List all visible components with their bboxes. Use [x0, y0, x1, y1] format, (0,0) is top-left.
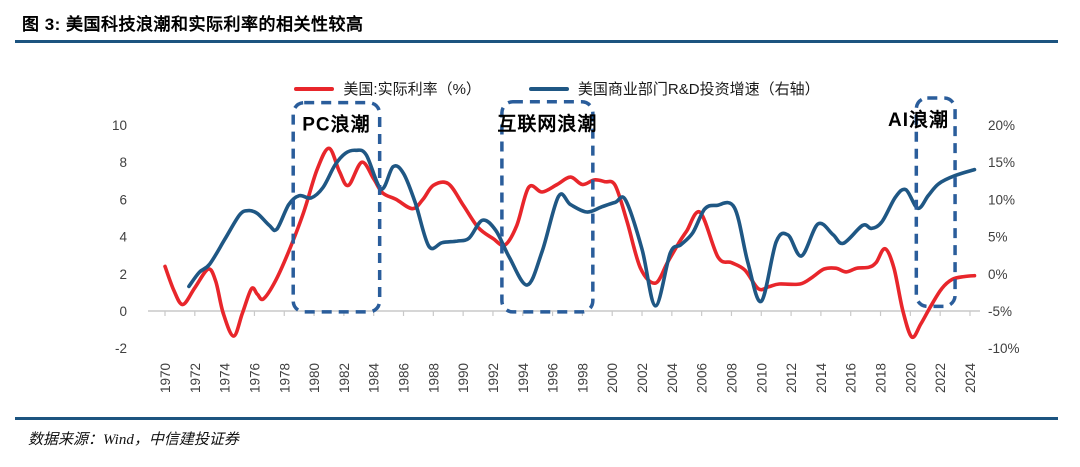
legend-label: 美国:实际利率（%）: [343, 81, 481, 98]
series-line-rd-growth: [187, 148, 977, 308]
left-axis-tick-label: 2: [119, 267, 127, 282]
annotation-label-2: AI浪潮: [888, 108, 949, 131]
right-axis-tick-label: 5%: [988, 230, 1008, 245]
x-tick-label: 1994: [516, 363, 531, 394]
annotation-label-0: PC浪潮: [302, 113, 370, 136]
annotation-box-1: [500, 100, 595, 314]
left-axis-tick-label: 4: [119, 230, 127, 245]
left-axis-tick-label: 10: [112, 118, 127, 133]
left-axis-tick-label: 8: [119, 155, 127, 170]
x-tick-label: 2022: [933, 363, 948, 393]
x-tick-label: 1978: [277, 363, 292, 393]
x-tick-label: 2024: [963, 363, 978, 394]
x-tick-label: 1984: [367, 363, 382, 394]
x-tick-label: 1998: [575, 363, 590, 393]
x-tick-label: 2000: [605, 363, 620, 393]
x-tick-label: 2010: [754, 363, 769, 393]
x-tick-label: 1996: [546, 363, 561, 393]
x-tick-label: 1986: [397, 363, 412, 393]
x-tick-label: 2008: [724, 363, 739, 393]
x-tick-label: 2012: [784, 363, 799, 393]
right-axis-tick-label: 10%: [988, 192, 1015, 207]
legend-label: 美国商业部门R&D投资增速（右轴）: [577, 81, 820, 98]
annotation-box-2: [914, 96, 957, 309]
left-axis-tick-label: 0: [119, 304, 127, 319]
x-tick-label: 2020: [903, 363, 918, 393]
right-axis-tick-label: -10%: [988, 341, 1020, 356]
left-axis-tick-label: -2: [115, 341, 127, 356]
data-source-note: 数据来源：Wind，中信建投证券: [28, 432, 239, 448]
figure-title: 图 3: 美国科技浪潮和实际利率的相关性较高: [22, 15, 364, 34]
legend-item-1: 美国商业部门R&D投资增速（右轴）: [528, 78, 820, 99]
right-axis-tick-label: -5%: [988, 304, 1012, 319]
x-tick-label: 1988: [426, 363, 441, 393]
left-axis-tick-label: 6: [119, 192, 127, 207]
annotation-box-0: [291, 100, 382, 314]
x-tick-label: 1982: [337, 363, 352, 393]
annotation-label-1: 互联网浪潮: [497, 112, 597, 135]
right-axis-tick-label: 20%: [988, 118, 1015, 133]
x-tick-label: 2006: [695, 363, 710, 393]
x-tick-label: 1990: [456, 363, 471, 393]
x-tick-label: 2002: [635, 363, 650, 393]
chart-legend: 美国:实际利率（%） 美国商业部门R&D投资增速（右轴）: [0, 78, 1080, 99]
x-tick-label: 2018: [874, 363, 889, 393]
x-tick-label: 1980: [307, 363, 322, 393]
x-tick-label: 1992: [486, 363, 501, 393]
legend-item-0: 美国:实际利率（%）: [294, 78, 481, 99]
x-tick-label: 1970: [158, 363, 173, 393]
bottom-divider-rule: [15, 417, 1058, 420]
x-tick-label: 2014: [814, 363, 829, 394]
right-axis-tick-label: 15%: [988, 155, 1015, 170]
series-line-real-rate: [163, 146, 977, 340]
x-tick-label: 1972: [188, 363, 203, 393]
x-tick-label: 2016: [844, 363, 859, 393]
title-divider-rule: [15, 40, 1058, 43]
x-tick-label: 2004: [665, 363, 680, 394]
legend-line-swatch: [528, 86, 569, 91]
x-tick-label: 1974: [218, 363, 233, 394]
legend-line-swatch: [294, 86, 335, 91]
x-tick-label: 1976: [247, 363, 262, 393]
right-axis-tick-label: 0%: [988, 267, 1008, 282]
